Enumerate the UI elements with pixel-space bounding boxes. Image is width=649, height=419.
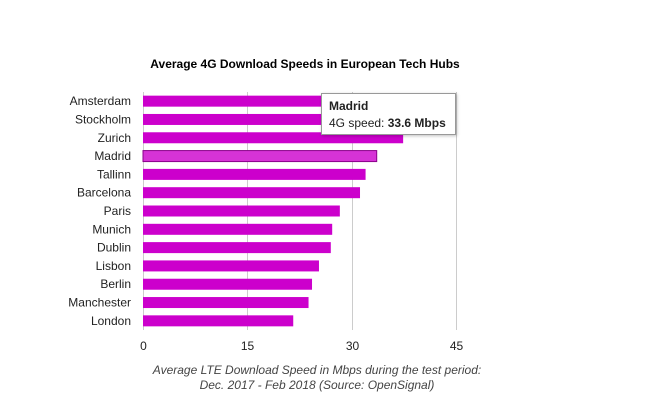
tooltip-title: Madrid <box>329 99 369 113</box>
bars <box>142 95 411 327</box>
x-tick-label: 30 <box>346 339 360 353</box>
category-label: London <box>91 314 131 328</box>
bar-manchester[interactable] <box>143 297 309 309</box>
bar-stockholm[interactable] <box>143 113 408 125</box>
bar-dublin[interactable] <box>143 242 331 254</box>
category-label: Barcelona <box>77 186 131 200</box>
tooltip-label: 4G speed: <box>329 116 388 130</box>
x-tick-label: 45 <box>450 339 464 353</box>
bar-lisbon[interactable] <box>143 260 319 272</box>
category-label: Munich <box>92 222 131 236</box>
category-label: Amsterdam <box>70 94 131 108</box>
bar-tallinn[interactable] <box>143 168 366 180</box>
category-label: Manchester <box>68 296 131 310</box>
category-label: Zurich <box>98 131 131 145</box>
bar-munich[interactable] <box>143 223 333 235</box>
x-axis-label-line1: Average LTE Download Speed in Mbps durin… <box>152 363 481 377</box>
bar-paris[interactable] <box>143 205 340 217</box>
category-label: Tallinn <box>97 167 131 181</box>
category-labels: Amsterdam Stockholm Zurich Madrid Tallinn Bar… <box>68 94 131 328</box>
x-tick-label: 15 <box>241 339 255 353</box>
category-label: Stockholm <box>75 112 131 126</box>
chart-title: Average 4G Download Speeds in European T… <box>150 57 460 71</box>
category-label: Paris <box>104 204 131 218</box>
x-axis-label-line2: Dec. 2017 - Feb 2018 (Source: OpenSignal… <box>200 378 435 392</box>
category-label: Lisbon <box>96 259 131 273</box>
tooltip: Madrid 4G speed: 33.6 Mbps <box>321 93 456 135</box>
category-label: Berlin <box>100 277 131 291</box>
category-label: Dublin <box>97 241 131 255</box>
x-tick-labels: 0 15 30 45 <box>140 339 463 353</box>
bar-london[interactable] <box>143 315 294 327</box>
x-tick-label: 0 <box>140 339 147 353</box>
tooltip-value: 33.6 Mbps <box>387 116 446 130</box>
bar-zurich[interactable] <box>143 132 404 144</box>
bar-berlin[interactable] <box>143 278 313 290</box>
bar-barcelona[interactable] <box>143 187 361 199</box>
bar-amsterdam[interactable] <box>143 95 411 107</box>
category-label: Madrid <box>94 149 131 163</box>
bar-madrid[interactable] <box>142 150 378 163</box>
